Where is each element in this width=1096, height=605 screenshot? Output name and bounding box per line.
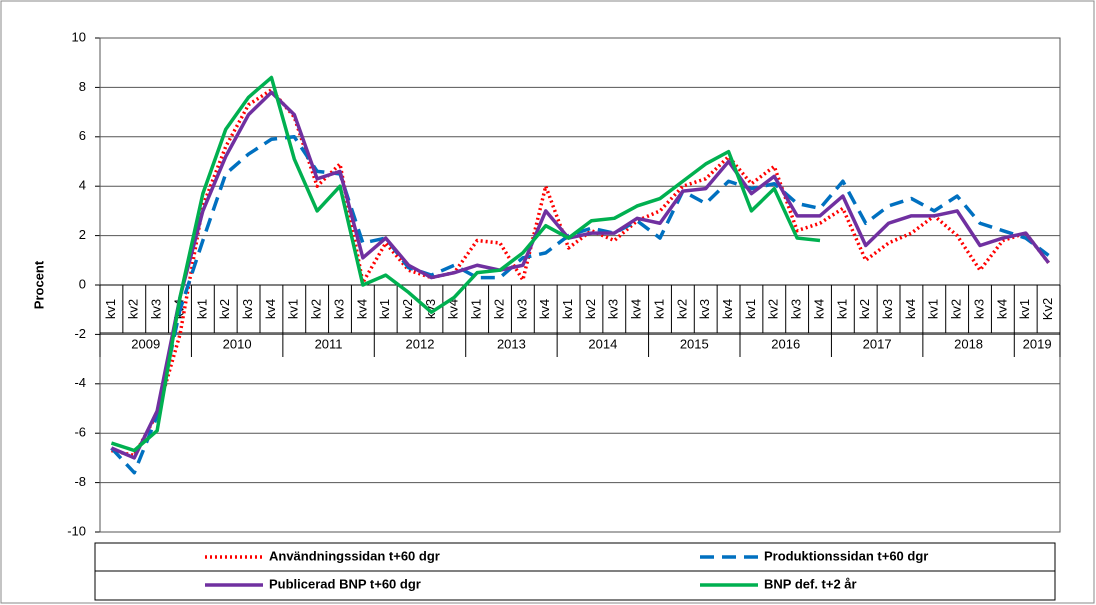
y-axis-label: Procent [31, 260, 46, 309]
x-tick-label: kv3 [880, 299, 895, 319]
x-tick-label: kv1 [834, 299, 849, 319]
year-label: 2010 [223, 336, 252, 351]
y-tick-label: 2 [79, 227, 86, 242]
x-tick-label: kv1 [926, 299, 941, 319]
y-tick-label: 4 [79, 178, 86, 193]
x-tick-label: kv4 [537, 299, 552, 319]
y-tick-label: -8 [74, 474, 86, 489]
x-tick-label: kv1 [743, 299, 758, 319]
year-label: 2012 [406, 336, 435, 351]
x-tick-label: kv3 [789, 299, 804, 319]
legend-label: Användningssidan t+60 dgr [269, 548, 440, 563]
x-tick-label: kv3 [514, 299, 529, 319]
year-label: 2011 [315, 336, 343, 351]
x-tick-label: kv2 [857, 299, 872, 319]
year-label: 2019 [1023, 336, 1052, 351]
x-tick-label: kv2 [674, 299, 689, 319]
x-tick-label: kv2 [491, 299, 506, 319]
x-tick-label: kv1 [286, 299, 301, 319]
x-tick-label: kv1 [194, 299, 209, 319]
x-tick-label: kv1 [469, 299, 484, 319]
year-label: 2017 [863, 336, 892, 351]
x-tick-label: kv3 [971, 299, 986, 319]
series-line [110, 75, 821, 453]
legend-label: Produktionssidan t+60 dgr [764, 548, 928, 563]
x-tick-label: kv4 [994, 299, 1009, 319]
x-tick-label: kv1 [1017, 299, 1032, 319]
x-tick-label: kv3 [149, 299, 164, 319]
x-tick-label: kv4 [720, 299, 735, 319]
x-tick-label: kv4 [354, 299, 369, 319]
x-tick-label: kv3 [606, 299, 621, 319]
x-tick-label: kv1 [560, 299, 575, 319]
year-label: 2013 [497, 336, 526, 351]
x-tick-label: kv2 [309, 299, 324, 319]
year-label: 2014 [588, 336, 617, 351]
y-tick-label: -6 [74, 425, 86, 440]
x-tick-label: kv2 [766, 299, 781, 319]
legend-label: BNP def. t+2 år [764, 576, 857, 591]
x-tick-label: kv2 [400, 299, 415, 319]
x-tick-label: kv4 [811, 299, 826, 319]
x-tick-label: kv3 [331, 299, 346, 319]
y-tick-label: -10 [67, 523, 86, 538]
x-tick-label: kv4 [446, 299, 461, 319]
x-tick-label: kv1 [103, 299, 118, 319]
y-tick-label: -4 [74, 375, 86, 390]
x-tick-label: kv4 [903, 299, 918, 319]
series-line [110, 135, 1050, 475]
year-label: 2018 [954, 336, 983, 351]
x-tick-label: kv2 [217, 299, 232, 319]
x-tick-label: kv1 [377, 299, 392, 319]
x-tick-label: kv2 [126, 299, 141, 319]
year-label: 2009 [131, 336, 160, 351]
year-label: 2015 [680, 336, 709, 351]
y-tick-label: -2 [74, 326, 86, 341]
y-tick-label: 10 [72, 29, 86, 44]
x-tick-label: kv3 [697, 299, 712, 319]
x-tick-label: kv2 [949, 299, 964, 319]
series-line [111, 88, 1050, 458]
x-tick-label: kv3 [240, 299, 255, 319]
x-tick-label: kv2 [583, 299, 598, 319]
legend-label: Publicerad BNP t+60 dgr [269, 576, 421, 591]
x-tick-label: kv4 [629, 299, 644, 319]
x-tick-label: kv1 [651, 299, 666, 319]
series-line [110, 90, 1050, 460]
y-tick-label: 8 [79, 79, 86, 94]
y-tick-label: 0 [79, 276, 86, 291]
y-tick-label: 6 [79, 128, 86, 143]
year-label: 2016 [771, 336, 800, 351]
x-tick-label: Kv2 [1040, 298, 1055, 320]
x-tick-label: kv4 [263, 299, 278, 319]
